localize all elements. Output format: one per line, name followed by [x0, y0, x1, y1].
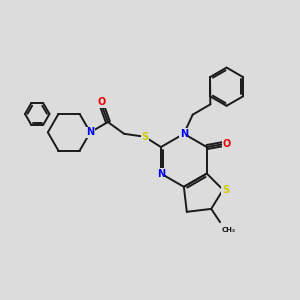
Text: O: O — [98, 97, 106, 107]
Text: N: N — [86, 127, 94, 137]
Text: CH₃: CH₃ — [221, 226, 236, 232]
Text: O: O — [222, 139, 231, 149]
Text: S: S — [141, 132, 148, 142]
Text: N: N — [180, 129, 188, 139]
Text: N: N — [157, 169, 165, 178]
Text: S: S — [222, 185, 229, 195]
